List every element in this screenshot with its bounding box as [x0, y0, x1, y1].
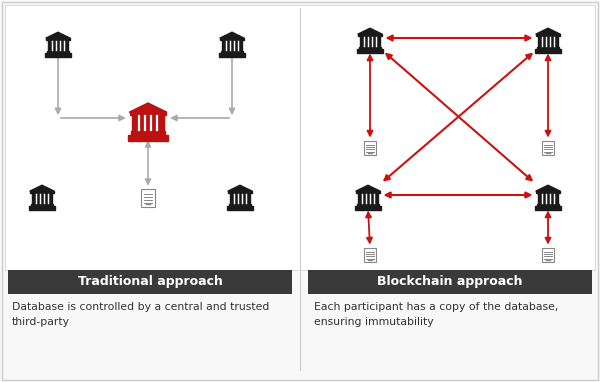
Bar [227, 206, 253, 210]
Bar [141, 189, 155, 207]
Polygon shape [358, 28, 382, 34]
Polygon shape [536, 185, 560, 191]
Bar [219, 53, 245, 57]
Bar [538, 193, 558, 204]
Bar [535, 49, 561, 53]
Bar [128, 136, 167, 141]
Bar [32, 193, 52, 204]
Bar [364, 248, 376, 262]
Bar [131, 131, 164, 136]
FancyBboxPatch shape [308, 270, 592, 294]
Bar [537, 47, 559, 49]
Bar [355, 206, 381, 210]
Bar [538, 36, 558, 47]
Bar [133, 115, 164, 131]
Bar [220, 38, 244, 40]
Bar [229, 191, 252, 193]
Bar [45, 53, 71, 57]
Polygon shape [30, 185, 54, 191]
Text: Blockchain approach: Blockchain approach [377, 275, 523, 288]
Polygon shape [228, 185, 253, 191]
Bar [357, 49, 383, 53]
Polygon shape [356, 185, 380, 191]
Polygon shape [220, 32, 244, 38]
Bar [542, 248, 554, 262]
Text: Traditional approach: Traditional approach [77, 275, 223, 288]
Bar [536, 191, 560, 193]
Bar [358, 193, 378, 204]
Text: Database is controlled by a central and trusted
third-party: Database is controlled by a central and … [12, 302, 269, 327]
Bar [47, 50, 69, 53]
Bar [364, 141, 376, 155]
Bar [535, 206, 561, 210]
Bar [130, 112, 166, 115]
Bar [537, 204, 559, 206]
Bar [48, 40, 68, 50]
Bar [356, 191, 380, 193]
Bar [30, 191, 54, 193]
Bar [222, 40, 242, 50]
Bar [31, 204, 53, 206]
Bar [358, 34, 382, 36]
Bar [46, 38, 70, 40]
Bar [359, 47, 381, 49]
Bar [360, 36, 380, 47]
Bar [221, 50, 243, 53]
Polygon shape [536, 28, 560, 34]
Polygon shape [129, 103, 167, 112]
FancyBboxPatch shape [5, 5, 595, 270]
Text: Each participant has a copy of the database,
ensuring immutability: Each participant has a copy of the datab… [314, 302, 559, 327]
Bar [542, 141, 554, 155]
Bar [230, 193, 250, 204]
Bar [229, 204, 251, 206]
FancyBboxPatch shape [8, 270, 292, 294]
Bar [536, 34, 560, 36]
Bar [357, 204, 379, 206]
Polygon shape [46, 32, 70, 38]
Bar [29, 206, 55, 210]
